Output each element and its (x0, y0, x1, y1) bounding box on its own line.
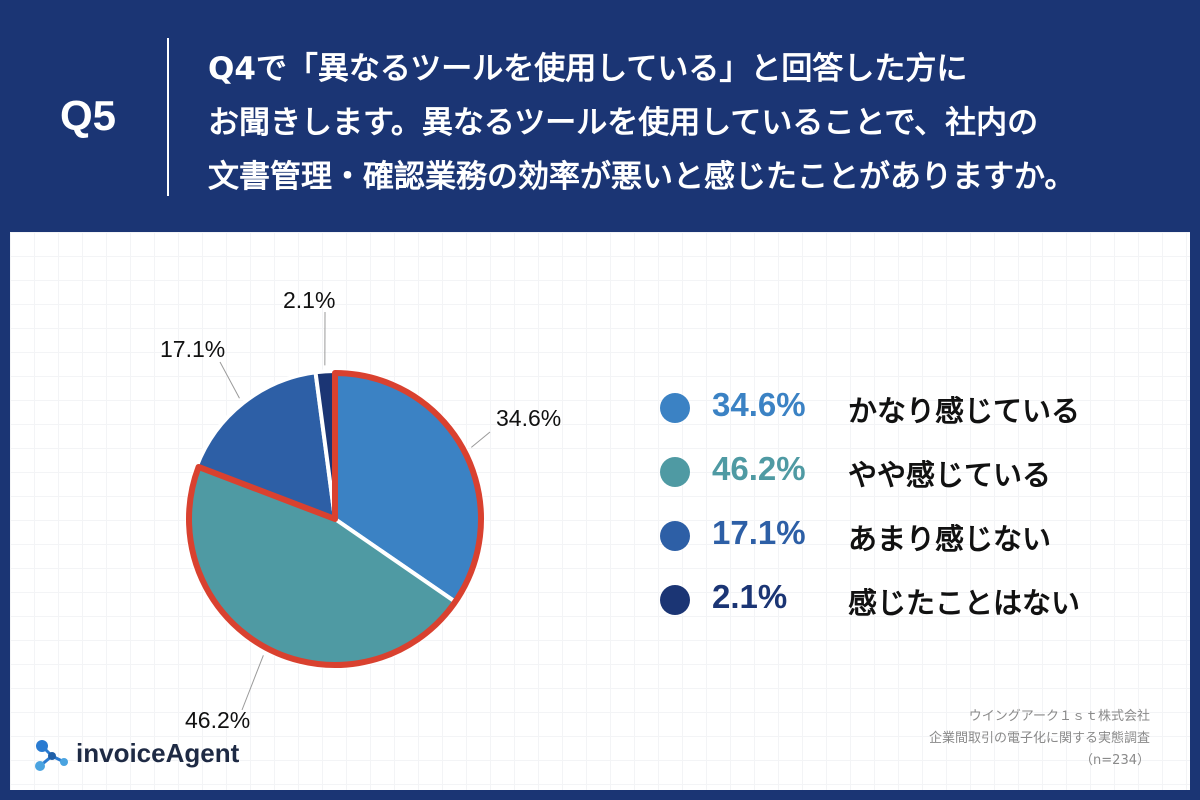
legend-label: あまり感じない (848, 522, 1052, 556)
logo-text: invoiceAgent (76, 738, 240, 768)
legend-item: 2.1% 感じたことはない (660, 572, 1140, 636)
question-line-1: Q4で「異なるツールを使用している」と回答した方に (208, 51, 968, 87)
source-note: ウイングアーク１ｓｔ株式会社 企業間取引の電子化に関する実態調査 （n=234） (929, 706, 1150, 772)
legend-dot-icon (660, 585, 690, 615)
leader-line-3 (219, 361, 240, 399)
pie-slice-3 (194, 370, 337, 521)
question-number: Q5 (60, 92, 117, 139)
legend-item: 46.2% やや感じている (660, 444, 1140, 508)
slice-label-3: 17.1% (160, 336, 226, 362)
legend-dot-icon (660, 393, 690, 423)
header: Q5 Q4で「異なるツールを使用している」と回答した方に お聞きします。異なるツ… (0, 0, 1200, 230)
legend-label: やや感じている (848, 458, 1052, 492)
question-line-2: お聞きします。異なるツールを使用していることで、社内の (208, 105, 1039, 141)
highlight-outline (186, 370, 484, 668)
leader-line-2 (241, 655, 264, 711)
question-text: Q4で「異なるツールを使用している」と回答した方に お聞きします。異なるツールを… (208, 42, 1188, 204)
logo: invoiceAgent (30, 732, 239, 776)
source-sample-size: （n=234） (1080, 753, 1150, 768)
slice-label-2: 46.2% (185, 707, 251, 733)
legend-value: 2.1% (712, 578, 788, 615)
question-line-3: 文書管理・確認業務の効率が悪いと感じたことがありますか。 (208, 159, 1076, 195)
legend-value: 46.2% (712, 450, 806, 487)
source-company: ウイングアーク１ｓｔ株式会社 (968, 709, 1150, 724)
pie-chart (185, 311, 491, 711)
legend-label: 感じたことはない (848, 586, 1081, 620)
leader-line-1 (471, 431, 491, 448)
legend: 34.6% かなり感じている 46.2% やや感じている 17.1% あまり感じ… (660, 380, 1140, 636)
legend-item: 17.1% あまり感じない (660, 508, 1140, 572)
slice-label-1: 34.6% (496, 405, 562, 431)
legend-dot-icon (660, 457, 690, 487)
logo-icon (35, 740, 68, 771)
chart-panel: 34.6% 46.2% 17.1% 2.1% 34.6% かなり感じている 46… (10, 232, 1190, 790)
legend-dot-icon (660, 521, 690, 551)
legend-value: 17.1% (712, 514, 806, 551)
source-survey: 企業間取引の電子化に関する実態調査 (928, 731, 1150, 746)
slice-label-4: 2.1% (283, 287, 336, 313)
header-divider (167, 38, 169, 196)
legend-value: 34.6% (712, 386, 806, 423)
legend-label: かなり感じている (848, 394, 1081, 428)
legend-item: 34.6% かなり感じている (660, 380, 1140, 444)
